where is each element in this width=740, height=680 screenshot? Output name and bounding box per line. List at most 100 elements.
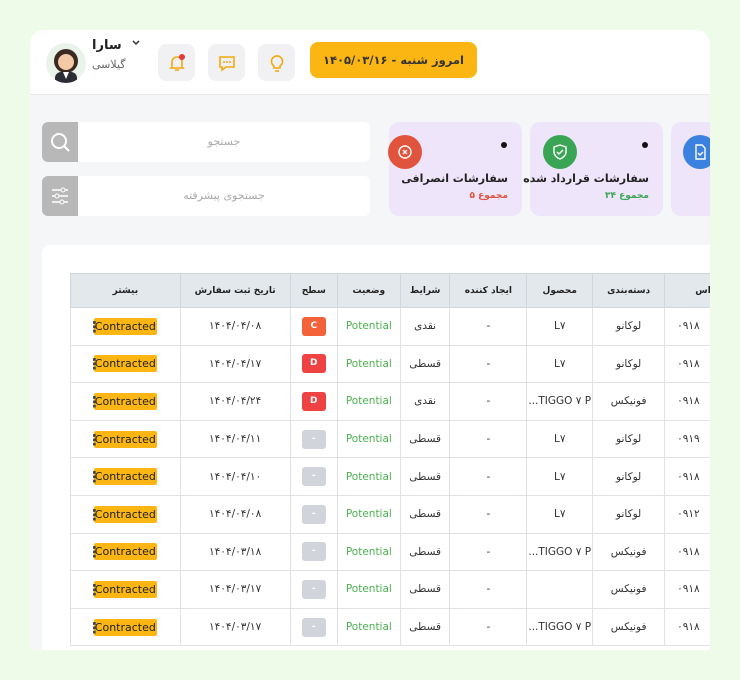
status-dot: [642, 142, 648, 148]
filter-icon: [42, 176, 78, 216]
table-cell: قسطی: [399, 419, 451, 459]
table-cell: -: [449, 494, 528, 534]
orders-table: اس دسته‌بندی محصول ایجاد کننده شرایط وضعیت سطح…: [70, 273, 710, 647]
column-header: دسته‌بندی: [592, 273, 666, 308]
column-header: اس: [664, 273, 710, 308]
table-cell: -: [449, 457, 528, 496]
kebab-menu[interactable]: ⋮: [87, 543, 102, 562]
orders-table-card: اس دسته‌بندی محصول ایجاد کننده شرایط وضعیت سطح…: [42, 245, 710, 650]
kebab-menu[interactable]: ⋮: [87, 618, 102, 637]
table-cell: ۰۹۱۸: [664, 607, 710, 647]
table-cell: قسطی: [399, 532, 451, 572]
table-cell: لوکانو: [592, 457, 666, 496]
shield-icon: [543, 135, 577, 169]
stat-card[interactable]: سفارشات انصرافی مجموع ۵: [388, 122, 522, 216]
table-row: ۰۹۱۸ فونیکس - قسطی Potential -۱۴۰۴/۰۳/۱۷ ⋮ Cont…: [70, 570, 710, 609]
search-icon: [42, 122, 78, 162]
table-cell: -: [449, 307, 528, 346]
table-cell: ۰۹۱۲: [664, 494, 710, 534]
table-cell: TIGGO ۷ P...: [526, 607, 594, 647]
table-cell: قسطی: [399, 494, 451, 534]
status-cell: Potential: [336, 532, 401, 572]
level-badge: -: [301, 579, 326, 599]
level-cell: -: [289, 457, 338, 496]
state-badge[interactable]: Contracted: [93, 543, 157, 561]
state-badge[interactable]: Contracted: [93, 317, 157, 335]
table-cell: ۰۹۱۸: [664, 307, 710, 346]
kebab-menu[interactable]: ⋮: [87, 355, 102, 374]
state-badge[interactable]: Contracted: [93, 618, 157, 636]
card-title: سفارشات انصرافی: [401, 172, 508, 185]
state-badge[interactable]: Contracted: [93, 505, 157, 523]
messages-button[interactable]: [208, 44, 245, 81]
level-cell: -: [289, 570, 338, 609]
level-badge: D: [301, 354, 326, 374]
table-cell: ۱۴۰۴/۰۴/۲۴: [179, 382, 291, 421]
kebab-menu[interactable]: ⋮: [87, 505, 102, 524]
user-name: سارا: [92, 38, 122, 53]
table-cell: لوکانو: [592, 494, 666, 534]
chevron[interactable]: [131, 39, 141, 47]
more-cell: ⋮ Contracted: [70, 607, 181, 647]
more-cell: ⋮ Contracted: [70, 344, 181, 384]
table-cell: -: [449, 607, 528, 647]
search-placeholder: جستجو: [207, 135, 241, 148]
stat-card[interactable]: سفارشات قرارداد شده مجموع ۳۴: [523, 122, 663, 216]
stat-card[interactable]: [671, 122, 710, 216]
more-cell: ⋮ Contracted: [70, 382, 181, 421]
level-cell: D: [289, 382, 338, 421]
table-cell: فونیکس: [592, 607, 666, 647]
table-cell: فونیکس: [592, 532, 666, 572]
kebab-menu[interactable]: ⋮: [87, 317, 102, 336]
level-badge: -: [301, 429, 326, 449]
more-cell: ⋮ Contracted: [70, 570, 181, 609]
status-cell: Potential: [336, 494, 401, 534]
chat-icon: [218, 55, 235, 72]
state-badge[interactable]: Contracted: [93, 468, 157, 486]
more-cell: ⋮ Contracted: [70, 494, 181, 534]
status-cell: Potential: [336, 382, 401, 421]
table-cell: L۷: [526, 344, 594, 384]
state-badge[interactable]: Contracted: [93, 580, 157, 598]
top-bar: سارا گیلاسی امروز شنبه - ۱۴۰۵/۰۳/۱۶: [30, 30, 710, 95]
table-cell: لوکانو: [592, 419, 666, 459]
table-body: ۰۹۱۸ لوکانو L۷- نقدی Potential C ۱۴۰۴/۰۴/۰۸ ⋮ Co…: [70, 307, 710, 647]
card-title: سفارشات قرارداد شده: [523, 172, 649, 185]
status-cell: Potential: [336, 307, 401, 346]
state-badge[interactable]: Contracted: [93, 392, 157, 410]
table-row: ۰۹۱۸ فونیکس TIGGO ۷ P... - قسطی Potential -۱۴۰…: [70, 607, 710, 647]
table-cell: نقدی: [399, 382, 451, 421]
table-row: ۰۹۱۸ فونیکس TIGGO ۷ P... - نقدی Potential D ۱۴۰…: [70, 382, 710, 421]
kebab-menu[interactable]: ⋮: [87, 468, 102, 487]
table-cell: L۷: [526, 307, 594, 346]
table-cell: ۱۴۰۴/۰۴/۱۷: [179, 344, 291, 384]
table-cell: ۰۹۱۸: [664, 457, 710, 496]
state-badge[interactable]: Contracted: [93, 355, 157, 373]
status-cell: Potential: [336, 344, 401, 384]
notifications-button[interactable]: [158, 44, 195, 81]
table-cell: قسطی: [399, 570, 451, 609]
cancel-icon: [388, 135, 422, 169]
table-cell: ۱۴۰۴/۰۴/۰۸: [179, 494, 291, 534]
kebab-menu[interactable]: ⋮: [87, 580, 102, 599]
level-cell: -: [289, 607, 338, 647]
table-cell: ۱۴۰۴/۰۳/۱۷: [179, 570, 291, 609]
bell-icon: [168, 53, 185, 71]
column-header: وضعیت: [336, 273, 401, 308]
table-row: ۰۹۱۸ فونیکس TIGGO ۷ P... - قسطی Potential -۱۴۰…: [70, 532, 710, 572]
date-button[interactable]: امروز شنبه - ۱۴۰۵/۰۳/۱۶: [310, 42, 477, 78]
tips-button[interactable]: [258, 44, 295, 81]
advanced-search-box[interactable]: جستجوی پیشرفته: [42, 176, 370, 216]
kebab-menu[interactable]: ⋮: [87, 392, 102, 411]
avatar[interactable]: [46, 43, 86, 83]
search-box[interactable]: جستجو: [42, 122, 370, 162]
kebab-menu[interactable]: ⋮: [87, 430, 102, 449]
state-badge[interactable]: Contracted: [93, 430, 157, 448]
table-cell: -: [449, 570, 528, 609]
column-header: شرایط: [399, 273, 451, 308]
status-cell: Potential: [336, 570, 401, 609]
table-cell: L۷: [526, 457, 594, 496]
table-cell: ۰۹۱۸: [664, 344, 710, 384]
table-cell: ۰۹۱۹: [664, 419, 710, 459]
